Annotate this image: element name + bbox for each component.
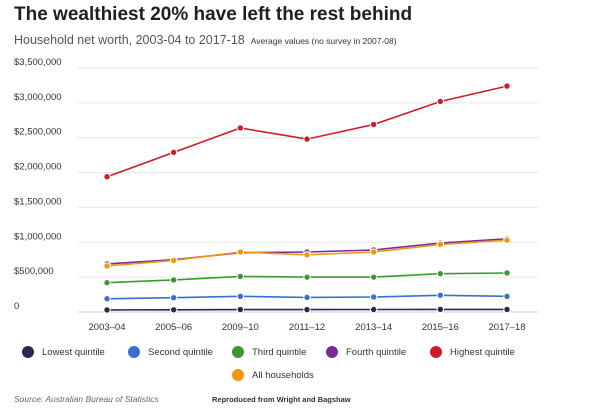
data-point [236, 272, 245, 281]
data-point [436, 291, 445, 299]
data-point [303, 273, 311, 281]
legend-item: Third quintile [232, 346, 306, 358]
legend-swatch [232, 346, 244, 358]
data-point [103, 173, 111, 181]
data-point [236, 305, 245, 314]
legend-item: Fourth quintile [326, 346, 406, 358]
data-point [103, 279, 111, 287]
y-tick-label: $2,500,000 [14, 127, 62, 138]
data-point [369, 273, 378, 281]
data-point [436, 97, 445, 106]
data-point [236, 248, 245, 256]
data-point [169, 276, 178, 284]
legend-label: Third quintile [252, 346, 307, 358]
legend-item: Second quintile [128, 346, 213, 358]
subtitle-text: Household net worth, 2003-04 to 2017-18 [14, 33, 245, 47]
x-tick-label: 2003–04 [89, 322, 126, 333]
legend-item: All households [232, 369, 314, 381]
x-tick-label: 2015–16 [422, 322, 459, 333]
data-point [169, 256, 178, 265]
legend-label: All households [252, 369, 314, 381]
y-tick-label: $500,000 [14, 266, 54, 277]
data-point [236, 124, 245, 132]
data-point [103, 262, 111, 270]
data-point [503, 82, 511, 90]
data-point [236, 292, 245, 301]
data-point [303, 251, 311, 259]
legend-swatch [232, 369, 244, 381]
chart-title: The wealthiest 20% have left the rest be… [14, 4, 413, 25]
y-tick-label: $1,000,000 [14, 231, 62, 242]
data-point [436, 269, 445, 278]
data-point [503, 292, 511, 301]
y-tick-label: $3,000,000 [14, 92, 62, 103]
series-line-4 [106, 85, 508, 178]
data-point [303, 135, 311, 143]
data-point [369, 120, 378, 129]
legend-item: Highest quintile [430, 346, 515, 358]
x-tick-label: 2009–10 [222, 322, 259, 333]
data-point [303, 293, 311, 302]
data-point [503, 236, 511, 244]
legend-item: Lowest quintile [22, 346, 105, 358]
x-tick-label: 2013–14 [355, 322, 392, 333]
data-point [503, 305, 511, 314]
legend-label: Second quintile [148, 346, 213, 358]
data-point [169, 306, 178, 314]
y-tick-label: 0 [14, 301, 19, 312]
legend-label: Lowest quintile [42, 346, 105, 358]
data-point [369, 293, 378, 301]
y-tick-label: $2,000,000 [14, 162, 62, 173]
data-point [503, 269, 511, 277]
credit-note: Reproduced from Wright and Bagshaw [212, 395, 351, 404]
y-tick-label: $1,500,000 [14, 196, 62, 207]
legend-swatch [326, 346, 338, 358]
chart-subtitle: Household net worth, 2003-04 to 2017-18 A… [14, 33, 397, 47]
data-point [169, 148, 178, 157]
legend-label: Fourth quintile [346, 346, 407, 358]
x-tick-label: 2005–06 [155, 322, 192, 333]
data-point [369, 305, 378, 314]
legend-swatch [430, 346, 442, 358]
legend-label: Highest quintile [450, 346, 515, 358]
data-point [303, 305, 311, 314]
subtitle-note: Average values (no survey in 2007-08) [250, 36, 397, 46]
data-point [369, 248, 378, 256]
legend-swatch [22, 346, 34, 358]
data-point [169, 294, 178, 302]
data-point [103, 306, 111, 314]
data-point [436, 305, 445, 314]
x-tick-label: 2011–12 [289, 322, 325, 333]
data-point [103, 295, 111, 303]
y-tick-label: $3,500,000 [14, 57, 62, 68]
x-tick-label: 2017–18 [489, 322, 526, 333]
legend-swatch [128, 346, 140, 358]
source-note: Source: Australian Bureau of Statistics [14, 394, 159, 404]
data-point [436, 240, 445, 249]
